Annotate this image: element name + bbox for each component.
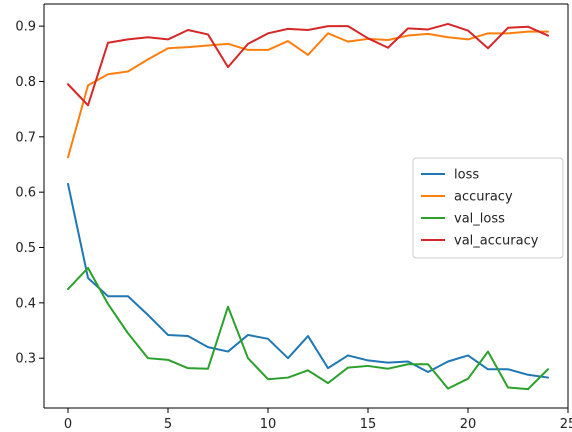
- y-axis-ticks: 0.3 0.4 0.5 0.6 0.7 0.8 0.9: [15, 20, 44, 367]
- series-line-val-loss: [67, 266, 549, 391]
- y-tick-label: 0.5: [15, 241, 36, 256]
- x-axis-ticks: 0 5 10 15 20 25: [64, 408, 572, 432]
- legend-box: [412, 157, 564, 259]
- y-tick-label: 0.7: [15, 130, 36, 145]
- x-tick-label: 25: [560, 417, 572, 432]
- legend-label: loss: [454, 168, 479, 183]
- series-line-loss: [67, 182, 549, 379]
- axes-frame: [43, 3, 569, 409]
- y-tick-label: 0.3: [15, 352, 36, 367]
- x-tick-label: 10: [260, 417, 277, 432]
- x-tick-label: 20: [460, 417, 477, 432]
- series-line-val-accuracy: [67, 22, 549, 107]
- series-line-accuracy: [67, 30, 549, 159]
- legend: loss accuracy val_loss val_accuracy: [412, 157, 564, 259]
- series-layer: [67, 22, 549, 391]
- legend-label: val_accuracy: [454, 234, 539, 249]
- x-tick-label: 5: [164, 417, 172, 432]
- x-tick-label: 15: [360, 417, 377, 432]
- y-tick-label: 0.6: [15, 186, 36, 201]
- x-tick-label: 0: [64, 417, 72, 432]
- y-tick-label: 0.4: [15, 296, 36, 311]
- y-tick-label: 0.9: [15, 20, 36, 35]
- legend-label: accuracy: [454, 190, 513, 205]
- y-tick-label: 0.8: [15, 75, 36, 90]
- legend-label: val_loss: [454, 212, 505, 227]
